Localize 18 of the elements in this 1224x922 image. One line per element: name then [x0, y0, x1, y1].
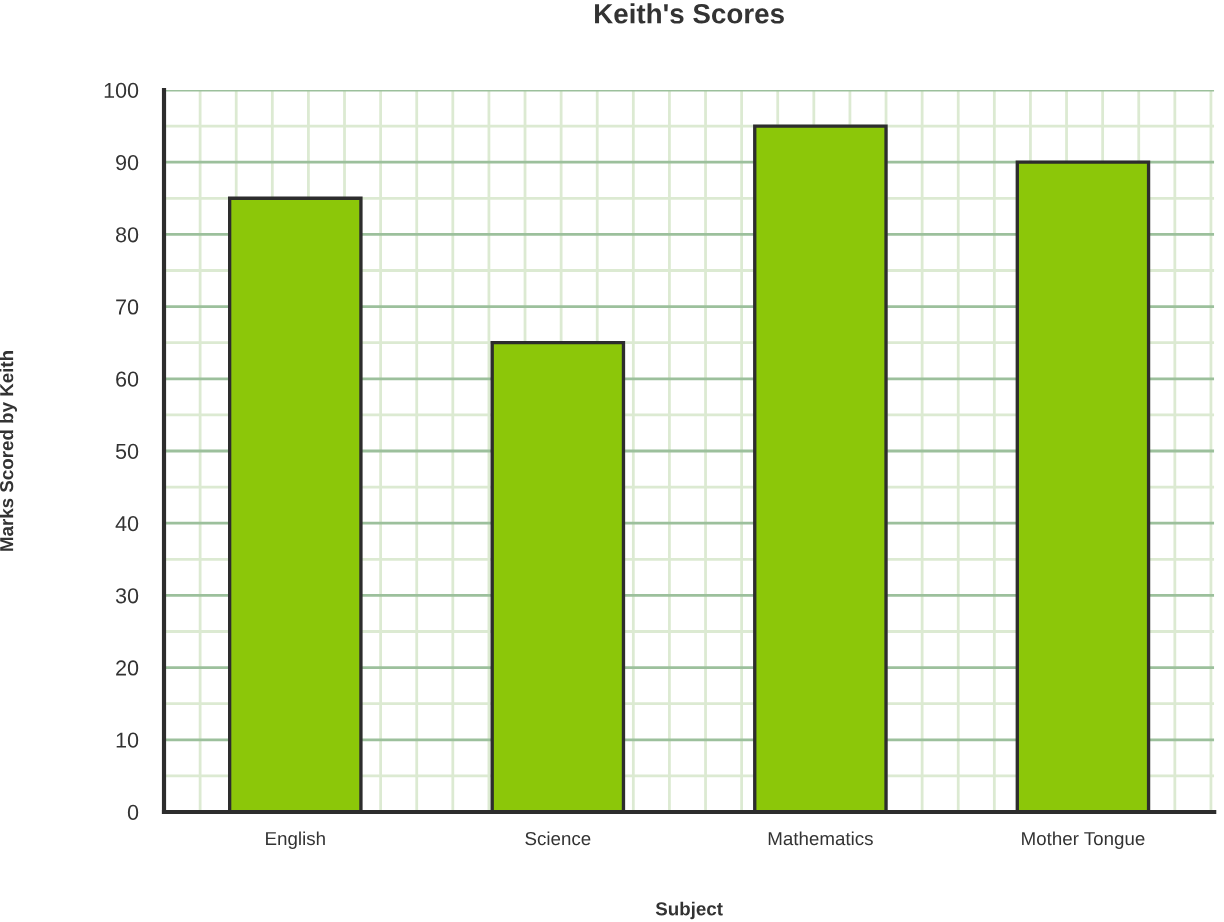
y-tick-label: 10 — [116, 732, 139, 748]
y-axis-title: Marks Scored by Keith — [0, 351, 17, 551]
y-tick-label: 30 — [115, 588, 139, 604]
x-tick-label: Mathematics — [768, 831, 873, 846]
y-tick-label: 80 — [116, 227, 139, 243]
y-tick-label: 60 — [116, 371, 139, 387]
x-tick-label: Mother Tongue — [1022, 831, 1145, 849]
x-axis-title: Subject — [655, 901, 723, 920]
y-tick-label: 100 — [104, 82, 139, 98]
y-tick-label: 70 — [116, 299, 139, 315]
x-tick-label: English — [266, 831, 325, 849]
y-tick-label: 40 — [115, 515, 139, 532]
x-tick-label: Science — [525, 831, 591, 846]
y-tick-label: 90 — [116, 154, 139, 171]
y-tick-label: 50 — [115, 443, 139, 460]
y-tick-label: 0 — [127, 804, 139, 821]
chart-title: Keith's Scores — [595, 3, 784, 24]
y-tick-label: 20 — [116, 660, 139, 676]
